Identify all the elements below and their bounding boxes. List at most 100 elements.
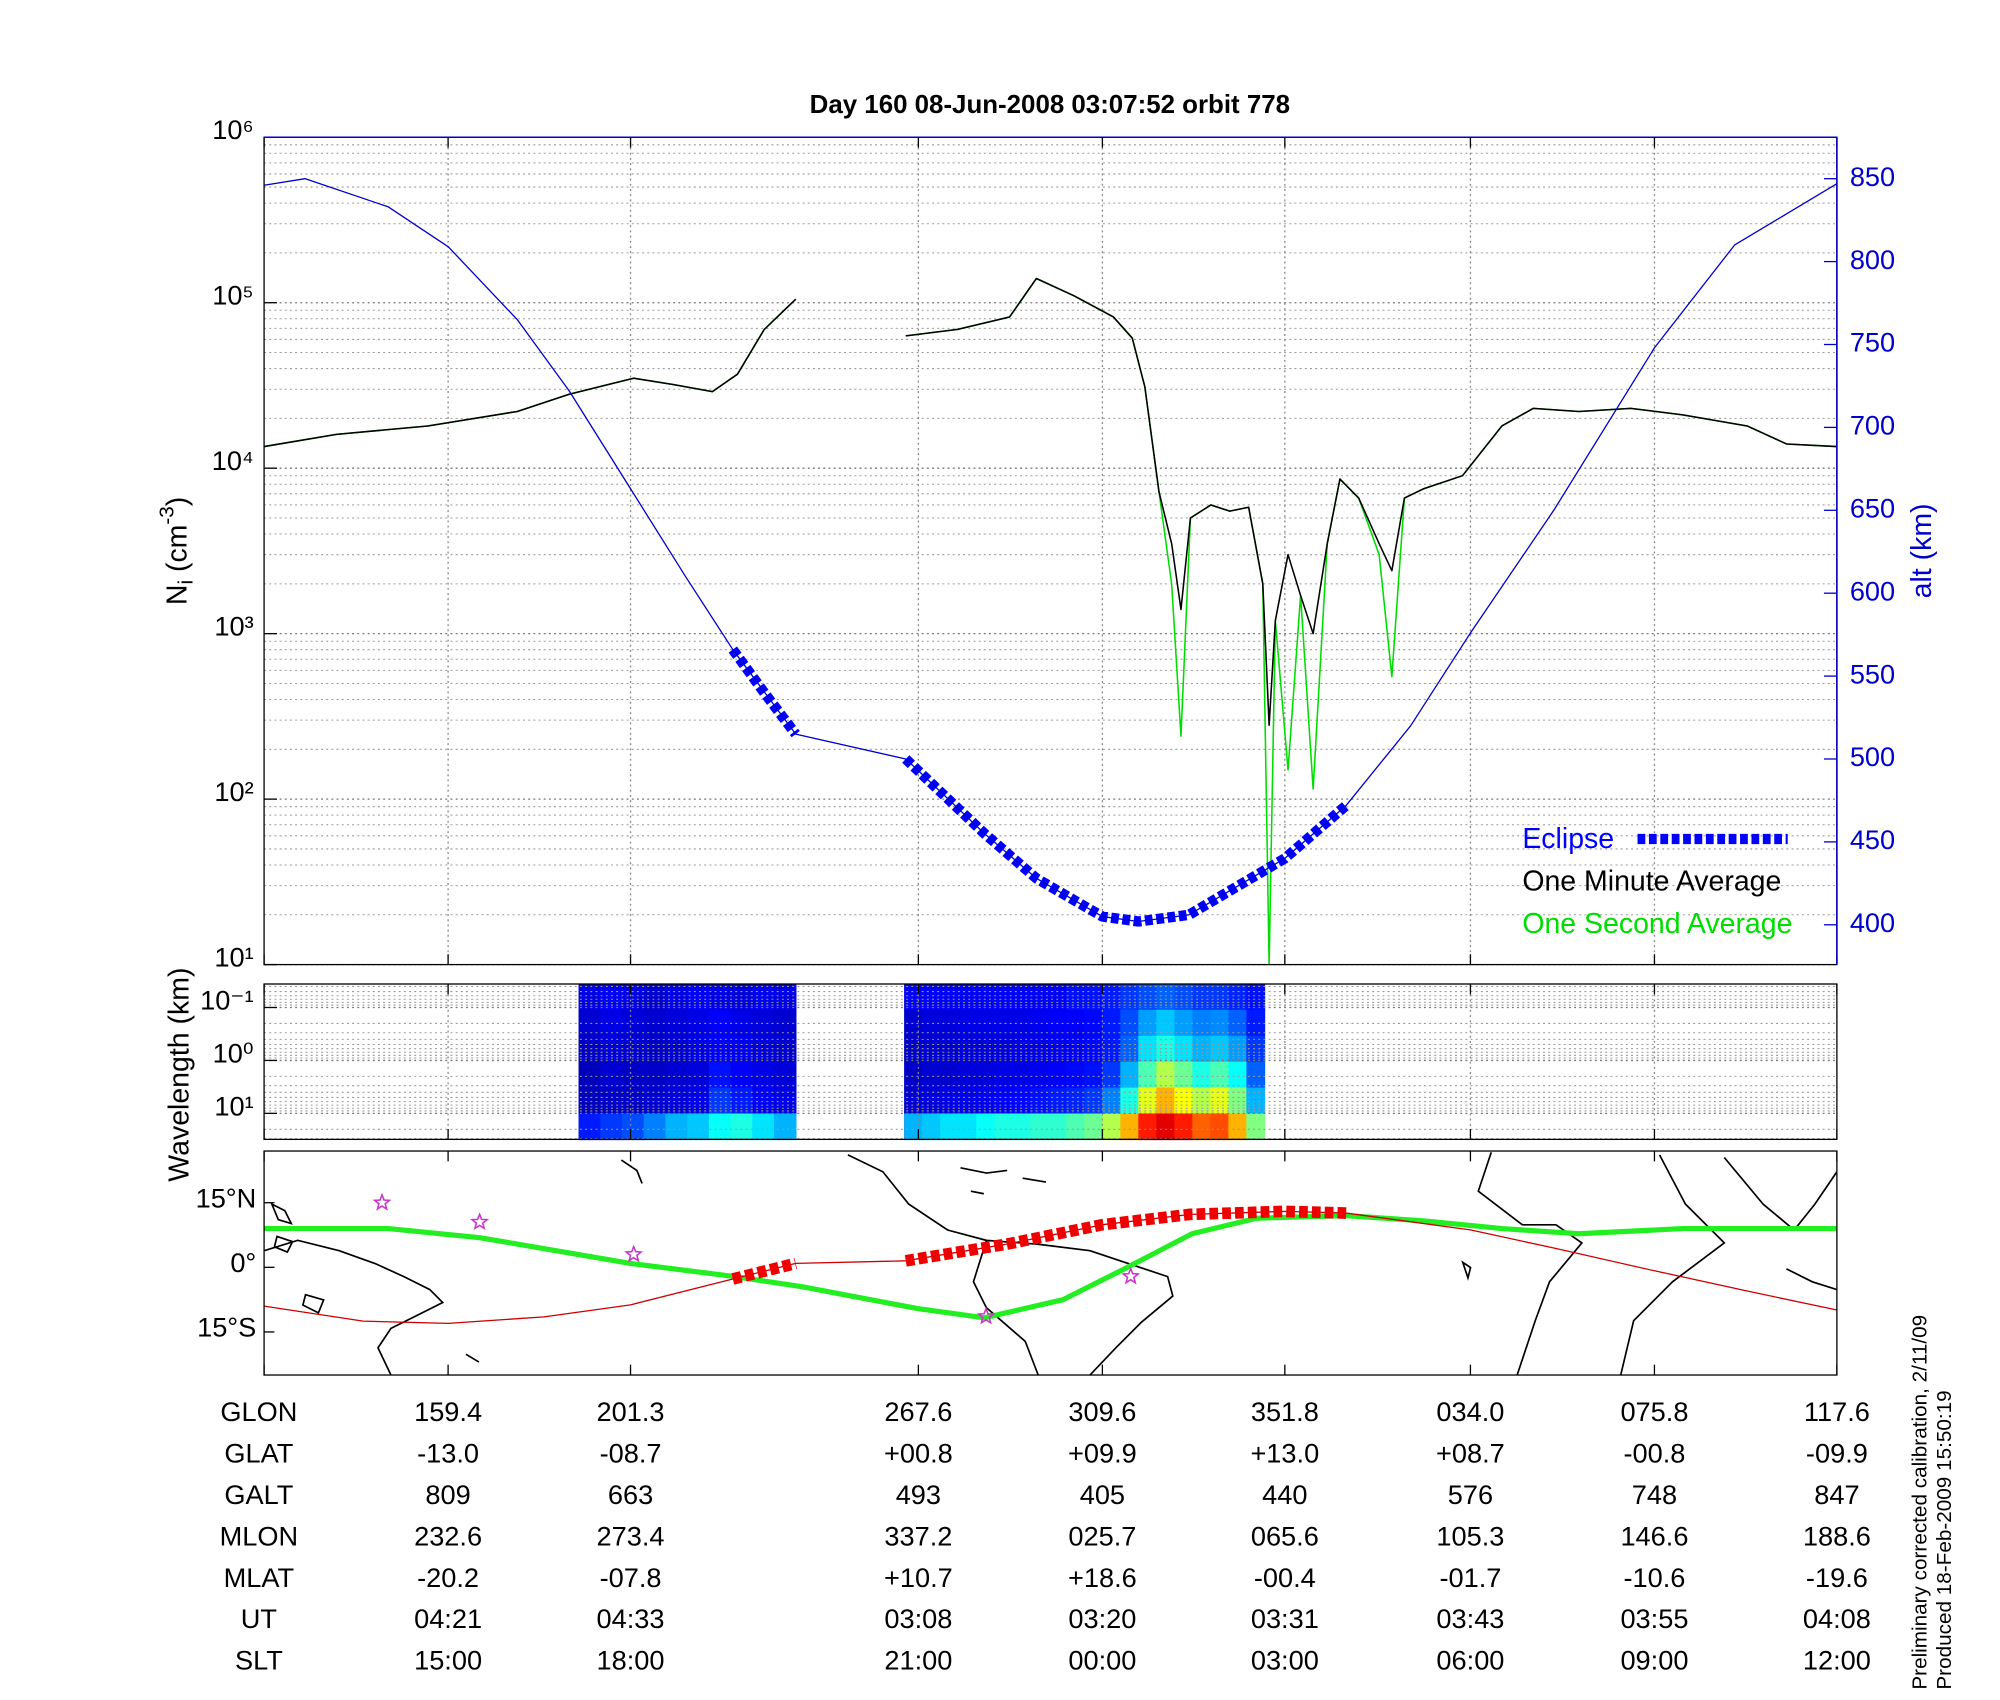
spectrogram-cell	[958, 984, 978, 1011]
spectrogram-cell	[1174, 984, 1194, 1011]
table-cell: 04:08	[1803, 1603, 1871, 1634]
y2-tick-label: 500	[1850, 741, 1895, 772]
spectrogram-cell	[1228, 984, 1248, 1011]
y-label-sup: -3	[156, 506, 179, 524]
spectrogram-cell	[1066, 1035, 1086, 1063]
table-cell: 405	[1080, 1479, 1125, 1510]
spectrogram-cell	[1138, 1035, 1158, 1063]
y-tick-label: 10¹	[214, 942, 253, 973]
y2-tick-label: 800	[1850, 244, 1895, 275]
spectrogram-cell	[1210, 984, 1230, 1011]
spectrogram-cell	[1030, 1061, 1050, 1089]
spectrogram-cell	[708, 984, 732, 1011]
spectrogram-cell	[600, 1113, 623, 1141]
y-label-close: )	[161, 497, 193, 506]
spectrogram-cell	[708, 1087, 732, 1115]
y-tick-label: 10²	[214, 776, 253, 807]
table-cell: 075.8	[1620, 1396, 1688, 1427]
spectrogram-cell	[687, 1113, 710, 1141]
spectrogram-cell	[1048, 984, 1068, 1011]
row-label: MLAT	[224, 1562, 294, 1593]
spectrogram-cell	[687, 1009, 710, 1037]
spectrogram-cell	[1174, 1113, 1194, 1141]
axes-frame	[263, 983, 1838, 1141]
line	[731, 1205, 1347, 1285]
spectrogram-cell	[904, 1061, 924, 1089]
spectrogram-cell	[1084, 984, 1104, 1011]
spectrogram-cell	[643, 984, 667, 1011]
spectrogram-cell	[578, 1009, 602, 1037]
spectrogram-cell	[1102, 1113, 1122, 1141]
spectrogram-cell	[976, 1061, 996, 1089]
spectrogram-cell	[994, 1035, 1014, 1063]
spectrogram-cell	[687, 1061, 710, 1089]
spectrogram-cell	[958, 1035, 978, 1063]
table-cell: +08.7	[1436, 1437, 1505, 1468]
spectrogram-cell	[730, 1087, 754, 1115]
row-label: GLAT	[224, 1437, 293, 1468]
spectrogram-cell	[922, 1113, 942, 1141]
spectrogram-cell	[1048, 1087, 1068, 1115]
spectrogram-cell	[904, 1087, 924, 1115]
table-cell: 493	[896, 1479, 941, 1510]
table-cell: +13.0	[1250, 1437, 1319, 1468]
y2-tick-label: 550	[1850, 658, 1895, 689]
row-label: GLON	[220, 1396, 297, 1427]
y-tick-label: 10⁶	[212, 114, 253, 145]
table-cell: 03:00	[1251, 1645, 1319, 1676]
y-label-base: N	[161, 585, 193, 606]
spectrogram-cell	[1012, 984, 1032, 1011]
spectrogram-cell	[1210, 1009, 1230, 1037]
spectrogram-cell	[773, 1035, 797, 1063]
spectrogram-cell	[708, 1113, 732, 1141]
spectrogram-cell	[665, 984, 688, 1011]
spectrogram-cell	[578, 1061, 602, 1089]
table-cell: 065.6	[1251, 1520, 1319, 1551]
spectrogram-cell	[578, 1113, 602, 1141]
spectrogram-cell	[1228, 1087, 1248, 1115]
table-cell: 159.4	[414, 1396, 482, 1427]
spectrogram-cell	[1246, 1061, 1266, 1089]
spectrogram-cell	[687, 1035, 710, 1063]
table-cell: 351.8	[1251, 1396, 1319, 1427]
spectrogram-cell	[1066, 1009, 1086, 1037]
table-cell: +10.7	[884, 1562, 953, 1593]
table-cell: 04:21	[414, 1603, 482, 1634]
spectrogram-cell	[1066, 984, 1086, 1011]
y-tick-label: 10⁻¹	[200, 985, 254, 1016]
spectrogram-cell	[1246, 1009, 1266, 1037]
spectrogram-cell	[643, 1035, 667, 1063]
table-cell: 188.6	[1803, 1520, 1871, 1551]
spectrogram-cell	[940, 1087, 960, 1115]
spectrogram-cell	[773, 1009, 797, 1037]
spectrogram-cell	[904, 1113, 924, 1141]
spectrogram-cell	[752, 1061, 775, 1089]
table-cell: 04:33	[597, 1603, 665, 1634]
table-cell: 034.0	[1436, 1396, 1504, 1427]
spectrogram-cell	[1156, 1113, 1176, 1141]
table-cell: 03:43	[1436, 1603, 1504, 1634]
spectrogram-cell	[922, 984, 942, 1011]
spectrogram-cell	[904, 984, 924, 1011]
spectrogram-cell	[665, 1113, 688, 1141]
table-cell: 146.6	[1620, 1520, 1688, 1551]
row-label: MLON	[220, 1520, 299, 1551]
spectrogram-cell	[578, 1035, 602, 1063]
spectrogram-cell	[1102, 984, 1122, 1011]
spectrogram-cell	[643, 1113, 667, 1141]
spectrogram-cell	[1012, 1113, 1032, 1141]
table-cell: 15:00	[414, 1645, 482, 1676]
spectrogram-cell	[976, 1113, 996, 1141]
y-tick-label: 10⁰	[213, 1037, 254, 1068]
y2-tick-label: 750	[1850, 327, 1895, 358]
table-cell: 309.6	[1068, 1396, 1136, 1427]
table-cell: -19.6	[1806, 1562, 1868, 1593]
spectrogram-cell	[1210, 1035, 1230, 1063]
spectrogram-cell	[665, 1035, 688, 1063]
spectrogram-cell	[622, 1087, 645, 1115]
spectrogram-cell	[1246, 1113, 1266, 1141]
coastlines	[264, 1152, 1837, 1376]
y2-tick-label: 450	[1850, 824, 1895, 855]
spectrogram-cell	[1066, 1087, 1086, 1115]
